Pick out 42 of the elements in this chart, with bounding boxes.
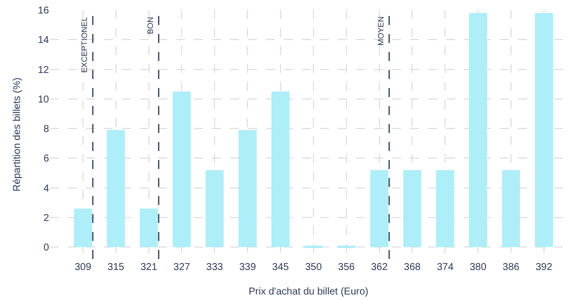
y-tick-label: 6 xyxy=(43,154,50,165)
x-tick-label: 392 xyxy=(536,262,553,273)
ref-line-label: BON xyxy=(146,16,156,34)
bar xyxy=(172,92,191,248)
x-tick-label: 333 xyxy=(206,262,224,273)
bar xyxy=(534,12,553,248)
y-tick-label: 8 xyxy=(43,124,50,136)
y-tick-label: 0 xyxy=(43,242,50,254)
x-tick-label: 345 xyxy=(272,262,290,273)
x-tick-label: 321 xyxy=(140,262,158,273)
bar xyxy=(403,170,422,248)
x-tick-label: 350 xyxy=(305,262,322,273)
x-tick-label: 339 xyxy=(239,262,256,273)
x-tick-label: 374 xyxy=(436,262,454,273)
bar xyxy=(436,170,454,248)
bar xyxy=(140,208,158,248)
x-tick-label: 356 xyxy=(338,262,356,273)
ref-line-label: MOYEN xyxy=(376,16,386,46)
ref-line-label: EXCEPTIONEL xyxy=(80,16,89,73)
y-axis-title: Répartition des billets (%) xyxy=(12,78,23,192)
bar xyxy=(74,208,92,248)
y-tick-label: 4 xyxy=(43,183,50,194)
bar xyxy=(238,130,257,248)
x-tick-label: 386 xyxy=(502,262,520,273)
y-tick-label: 16 xyxy=(38,6,50,16)
x-axis-title: Prix d'achat du billet (Euro) xyxy=(248,286,368,298)
bar xyxy=(271,92,290,248)
bar xyxy=(469,12,488,248)
x-tick-label: 327 xyxy=(173,262,190,273)
bar xyxy=(106,130,125,248)
x-tick-label: 380 xyxy=(470,262,487,273)
bar xyxy=(502,170,520,248)
bar xyxy=(206,170,224,248)
y-tick-label: 10 xyxy=(38,94,50,106)
x-tick-label: 362 xyxy=(370,262,388,273)
y-tick-label: 14 xyxy=(38,35,50,46)
y-tick-label: 12 xyxy=(38,64,50,76)
bar xyxy=(370,170,388,248)
y-tick-label: 2 xyxy=(43,213,50,224)
x-tick-label: 315 xyxy=(108,262,125,273)
x-tick-label: 309 xyxy=(74,262,92,273)
x-tick-label: 368 xyxy=(404,262,422,273)
